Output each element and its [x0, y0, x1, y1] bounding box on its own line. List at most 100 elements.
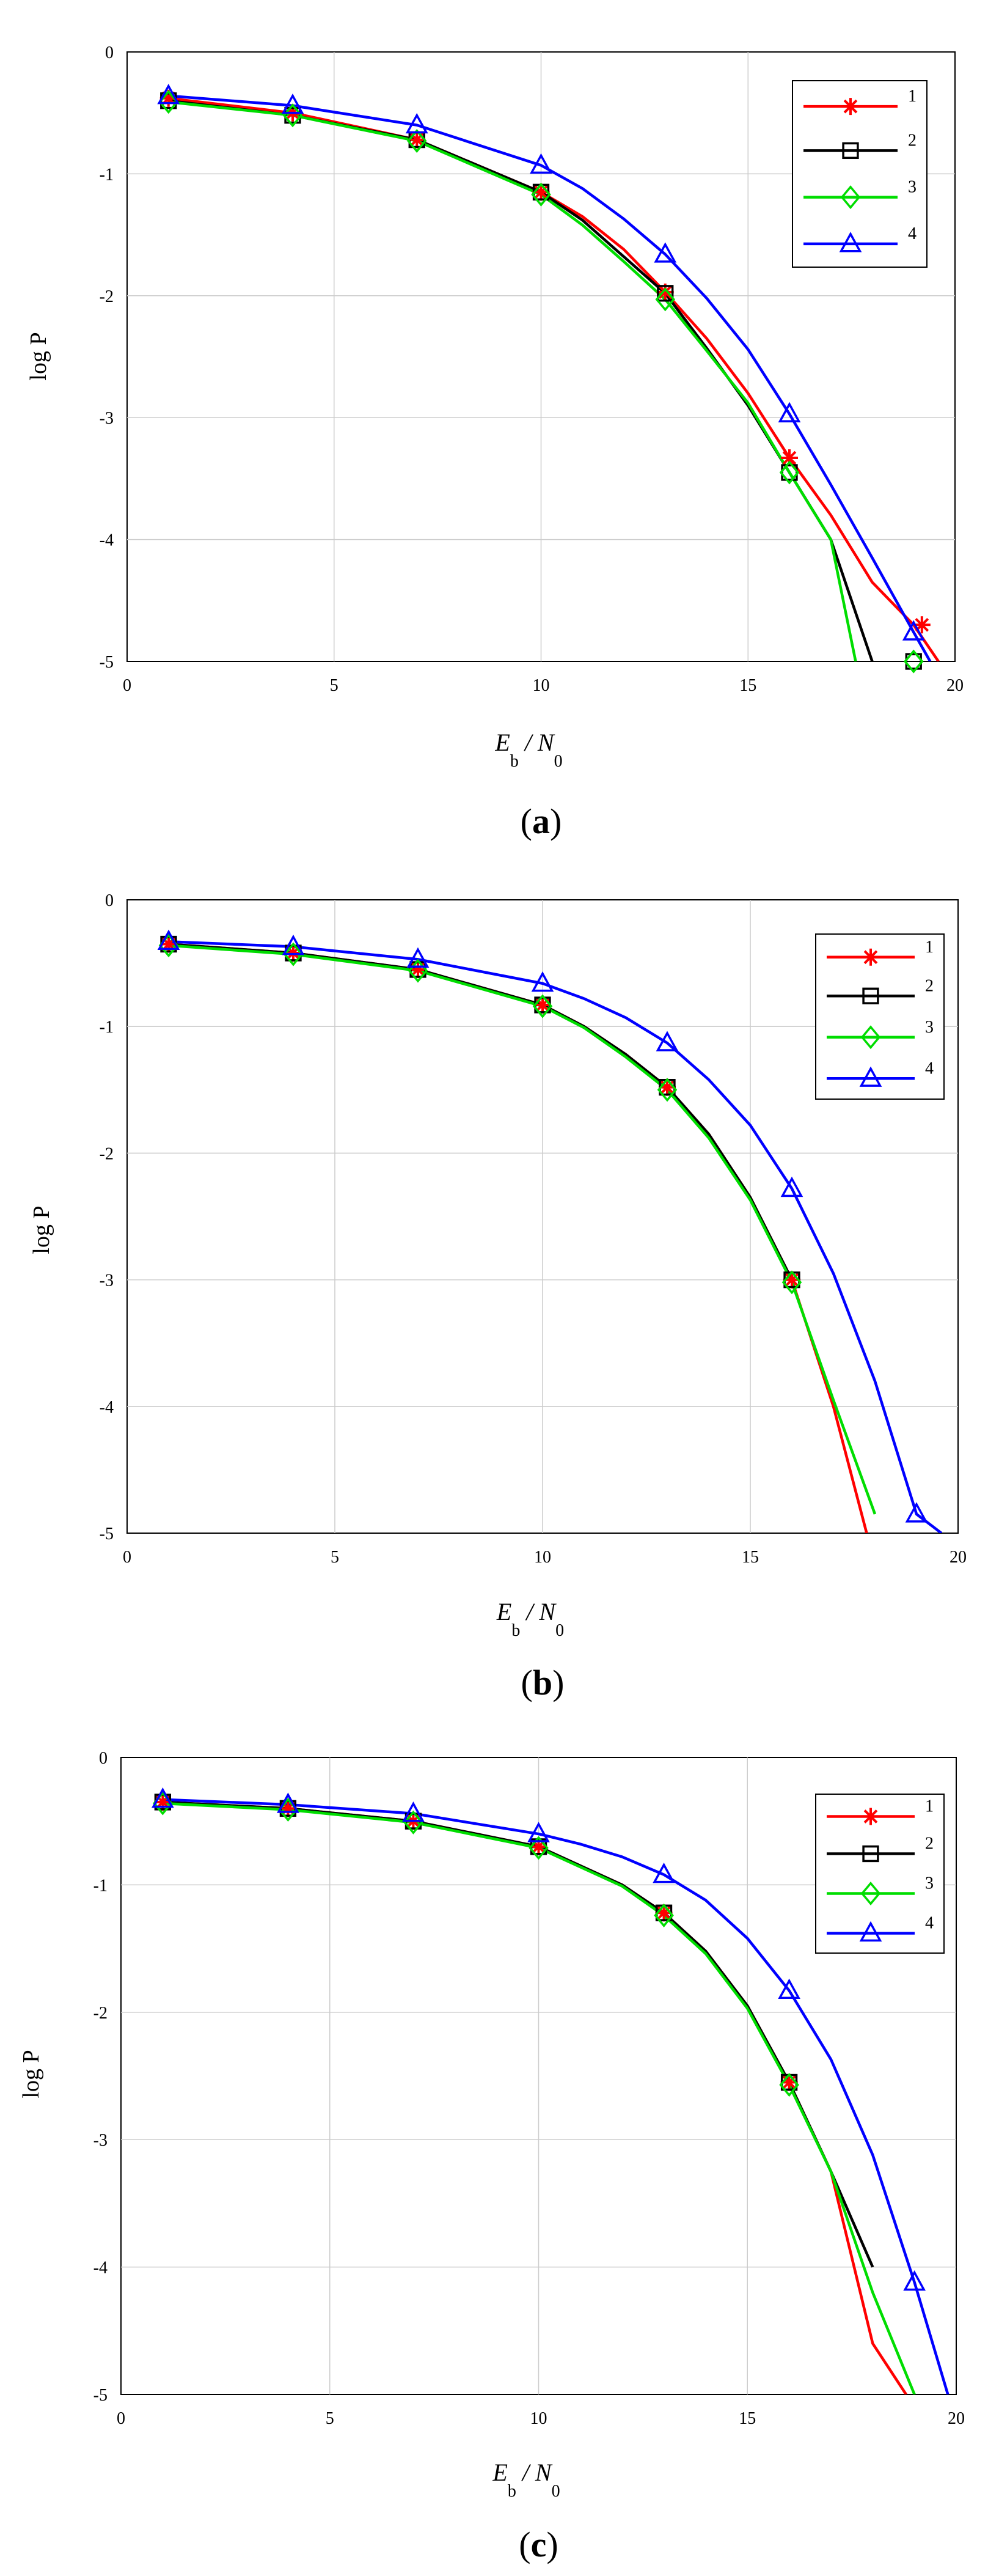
legend-marker-4 — [859, 1066, 882, 1087]
y-tick-label: 0 — [105, 43, 114, 62]
markers-group — [151, 1787, 926, 2291]
data-point-series-4 — [402, 1801, 425, 1822]
data-point-series-3 — [532, 994, 553, 1018]
data-point-series-4 — [778, 1978, 800, 2000]
legend: 1 2 3 4 — [815, 933, 945, 1100]
legend-marker-2 — [862, 1845, 879, 1863]
data-point-series-4 — [157, 929, 180, 951]
legend-box — [815, 933, 945, 1100]
panel-label-c: (c) — [519, 2525, 558, 2564]
x-label-n: / N — [520, 1598, 557, 1625]
data-point-series-4 — [653, 1862, 675, 1883]
y-tick-label: -1 — [100, 165, 114, 184]
x-label-e: E — [496, 1598, 511, 1625]
x-label-sub-0: 0 — [555, 1621, 564, 1640]
data-point-series-4 — [406, 947, 430, 968]
data-point-series-3 — [655, 287, 676, 312]
data-point-series-4 — [157, 84, 180, 105]
y-tick-label: -3 — [100, 409, 114, 428]
legend-label-2: 2 — [925, 1834, 934, 1853]
data-point-series-3 — [781, 1270, 802, 1295]
data-point-series-4 — [780, 1176, 803, 1198]
legend-marker-1 — [842, 98, 859, 116]
y-tick-label: 0 — [99, 1749, 108, 1768]
legend-marker-4 — [859, 1921, 882, 1942]
y-tick-label: -3 — [100, 1271, 114, 1290]
data-point-series-3 — [403, 1810, 423, 1834]
x-label-n: / N — [516, 2459, 553, 2486]
x-label-sub-b: b — [508, 2482, 516, 2501]
x-axis-label: Eb / N0 — [496, 1598, 564, 1640]
x-tick-label: 10 — [530, 2409, 547, 2428]
y-tick-label: -4 — [100, 1398, 114, 1417]
x-axis-label: Eb / N0 — [492, 2459, 560, 2501]
data-point-series-4 — [277, 1792, 299, 1813]
panel-label-letter: c — [531, 2525, 547, 2564]
y-tick-label: -1 — [100, 1018, 114, 1037]
data-point-series-4 — [778, 402, 801, 422]
legend-label-4: 4 — [925, 1059, 934, 1078]
series-line-3 — [168, 100, 857, 661]
y-tick-label: -5 — [93, 2386, 108, 2405]
legend-label-3: 3 — [925, 1018, 934, 1037]
legend-box — [792, 80, 928, 268]
x-label-sub-b: b — [511, 1621, 520, 1640]
x-tick-label: 20 — [948, 2409, 965, 2428]
legend-label-1: 1 — [925, 1797, 934, 1816]
x-tick-label: 15 — [739, 2409, 756, 2428]
series-group — [168, 940, 943, 1533]
legend-label-1: 1 — [908, 87, 917, 106]
legend-label-2: 2 — [908, 131, 917, 150]
panel-label-open: ( — [519, 2525, 530, 2564]
legend: 1 2 3 4 — [815, 1794, 945, 1954]
x-tick-label: 15 — [739, 676, 756, 695]
data-point-series-4 — [531, 971, 554, 992]
data-point-series-3 — [657, 1078, 678, 1102]
legend-marker-4 — [839, 232, 862, 252]
data-point-series-4 — [151, 1787, 174, 1808]
x-label-sub-b: b — [510, 752, 519, 771]
y-tick-label: -1 — [93, 1876, 108, 1895]
legend-label-3: 3 — [925, 1874, 934, 1893]
series-group — [168, 94, 940, 661]
panel-label-close: ) — [546, 2525, 558, 2564]
legend-label-3: 3 — [908, 178, 917, 197]
data-point-series-4 — [405, 112, 428, 134]
x-tick-label: 5 — [331, 1548, 339, 1567]
x-tick-label: 0 — [123, 1548, 131, 1567]
x-tick-label: 10 — [533, 676, 550, 695]
panel-label-close: ) — [550, 801, 562, 841]
y-axis-label: log P — [18, 2050, 44, 2098]
x-tick-label: 0 — [123, 676, 131, 695]
x-label-sub-0: 0 — [552, 2482, 560, 2501]
y-tick-label: -4 — [100, 531, 114, 550]
series-line-4 — [163, 1798, 950, 2394]
data-point-series-3 — [406, 129, 427, 153]
data-point-series-3 — [283, 942, 304, 966]
series-line-3 — [168, 944, 877, 1515]
legend-marker-1 — [862, 1808, 879, 1825]
data-point-series-4 — [282, 934, 305, 955]
legend-label-4: 4 — [925, 1914, 934, 1933]
x-label-sub-0: 0 — [554, 752, 563, 771]
legend-marker-2 — [842, 142, 859, 160]
data-point-series-4 — [527, 1822, 550, 1842]
y-tick-label: 0 — [105, 891, 114, 910]
legend-marker-1 — [862, 948, 879, 966]
data-point-series-3 — [654, 1903, 674, 1927]
x-axis-label: Eb / N0 — [494, 729, 562, 771]
y-tick-label: -5 — [100, 1525, 114, 1544]
y-tick-label: -2 — [100, 1144, 114, 1163]
panel-label-a: (a) — [521, 801, 562, 841]
x-tick-label: 5 — [330, 676, 338, 695]
series-line-4 — [168, 94, 932, 661]
legend-marker-3 — [860, 1025, 881, 1050]
panel-label-open: ( — [521, 801, 532, 841]
legend-marker-3 — [840, 185, 861, 210]
data-point-series-4 — [654, 242, 677, 263]
data-point-series-3 — [529, 1836, 549, 1860]
y-axis-label: log P — [29, 1205, 54, 1254]
legend-label-1: 1 — [925, 938, 934, 957]
y-axis-label: log P — [26, 332, 51, 380]
